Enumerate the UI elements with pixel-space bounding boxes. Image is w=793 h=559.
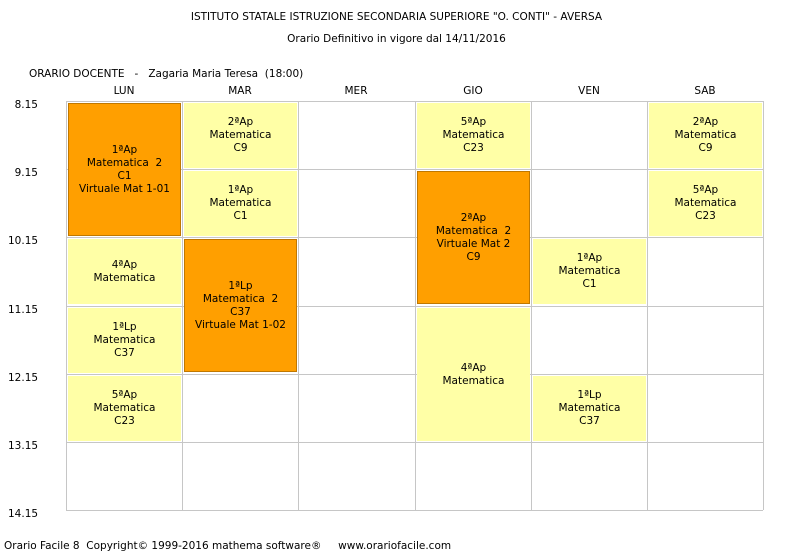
time-label: 8.15 [14,99,38,111]
time-label: 9.15 [14,167,38,179]
lesson-text-line: C1 [117,169,132,182]
lesson-text-line: Matematica [674,197,737,209]
lesson-text-line: Matematica [209,129,272,141]
lesson-block: 1ªAp Matematica C1 [533,239,646,304]
lesson-text-line: Matematica [93,334,156,346]
lesson-block: 4ªAp Matematica [68,239,181,304]
lesson-text-line: 2ªAp [692,116,719,128]
grid-line-horizontal [66,101,763,102]
lesson-text-line: 1ªLp [112,321,137,333]
lesson-text-line: C37 [579,415,600,427]
teacher-line: ORARIO DOCENTE - Zagaria Maria Teresa (1… [29,68,304,80]
grid-line-vertical [531,101,532,510]
lesson-block: 1ªAp Matematica C1 [184,171,297,236]
lesson-text-line: 4ªAp [460,361,487,374]
lesson-text-line: Matematica 2 [202,292,279,305]
lesson-text-line: Matematica [674,129,737,141]
lesson-text-line: Virtuale Mat 1-01 [79,182,170,195]
lesson-text-line: C23 [463,142,484,154]
lesson-text-line: 1ªLp [577,389,602,401]
lesson-block: 5ªAp Matematica C23 [68,376,181,441]
lesson-text-line: Matematica [442,374,505,387]
lesson-text-line: C9 [466,250,481,263]
lesson-text-line: 1ªLp [228,279,253,292]
grid-line-vertical [415,101,416,510]
lesson-text-line: Matematica 2 [86,156,163,169]
grid-line-horizontal [66,510,763,511]
grid-line-horizontal [66,237,763,238]
time-label: 13.15 [8,440,39,452]
lesson-block: 2ªAp Matematica 2 Virtuale Mat 2 C9 [417,171,530,304]
lesson-text-line: Matematica [442,129,505,141]
lesson-text-line: 2ªAp [460,211,487,224]
lesson-text-line: C9 [233,142,248,154]
lesson-block: 2ªAp Matematica C9 [649,103,762,168]
lesson-block: 1ªLp Matematica 2 C37 Virtuale Mat 1-02 [184,239,297,372]
day-header-ven: VEN [578,85,600,97]
lesson-text-line: C1 [233,210,248,222]
lesson-text-line: Virtuale Mat 1-02 [195,318,286,331]
lesson-block: 1ªLp Matematica C37 [68,308,181,373]
grid-line-horizontal [66,169,763,170]
lesson-block: 1ªAp Matematica 2 C1 Virtuale Mat 1-01 [68,103,181,236]
day-header-sab: SAB [694,85,716,97]
grid-line-vertical [66,101,67,510]
time-label: 11.15 [8,304,39,316]
lesson-text-line: 4ªAp [111,258,138,271]
lesson-text-line: 5ªAp [111,389,138,401]
lesson-text-line: C23 [695,210,716,222]
timetable-subtitle: Orario Definitivo in vigore dal 14/11/20… [287,33,506,45]
lesson-text-line: 2ªAp [227,116,254,128]
footer-copyright: Orario Facile 8 Copyright© 1999-2016 mat… [4,540,452,552]
grid-line-vertical [182,101,183,510]
lesson-block: 5ªAp Matematica C23 [649,171,762,236]
time-label: 12.15 [8,372,39,384]
day-header-mer: MER [344,85,368,97]
lesson-text-line: 1ªAp [111,143,138,156]
lesson-block: 4ªAp Matematica [417,308,530,441]
grid-line-vertical [763,101,764,510]
lesson-text-line: Matematica [93,271,156,284]
lesson-block: 1ªLp Matematica C37 [533,376,646,441]
lesson-text-line: C1 [582,278,597,290]
lesson-text-line: 5ªAp [692,184,719,196]
day-header-mar: MAR [228,85,252,97]
day-header-lun: LUN [113,85,135,97]
grid-line-horizontal [66,374,763,375]
lesson-block: 2ªAp Matematica C9 [184,103,297,168]
time-label: 14.15 [8,508,39,520]
lesson-text-line: 5ªAp [460,116,487,128]
lesson-text-line: 1ªAp [227,184,254,196]
grid-line-horizontal [66,306,763,307]
lesson-text-line: Matematica [558,265,621,277]
lesson-text-line: C37 [230,305,251,318]
timetable-grid: 1ªAp Matematica 2 C1 Virtuale Mat 1-01 4ªAp M… [66,101,764,511]
lesson-block: 5ªAp Matematica C23 [417,103,530,168]
grid-line-vertical [298,101,299,510]
lesson-text-line: Matematica 2 [435,224,512,237]
school-title: ISTITUTO STATALE ISTRUZIONE SECONDARIA S… [190,11,603,23]
lesson-text-line: Matematica [93,402,156,414]
lesson-text-line: Virtuale Mat 2 [436,237,511,250]
day-header-gio: GIO [463,85,483,97]
lesson-text-line: Matematica [558,402,621,414]
time-label: 10.15 [8,235,39,247]
grid-line-vertical [647,101,648,510]
lesson-text-line: C37 [114,347,135,359]
lesson-text-line: C23 [114,415,135,427]
grid-line-horizontal [66,442,763,443]
lesson-text-line: 1ªAp [576,252,603,264]
lesson-text-line: Matematica [209,197,272,209]
lesson-text-line: C9 [698,142,713,154]
